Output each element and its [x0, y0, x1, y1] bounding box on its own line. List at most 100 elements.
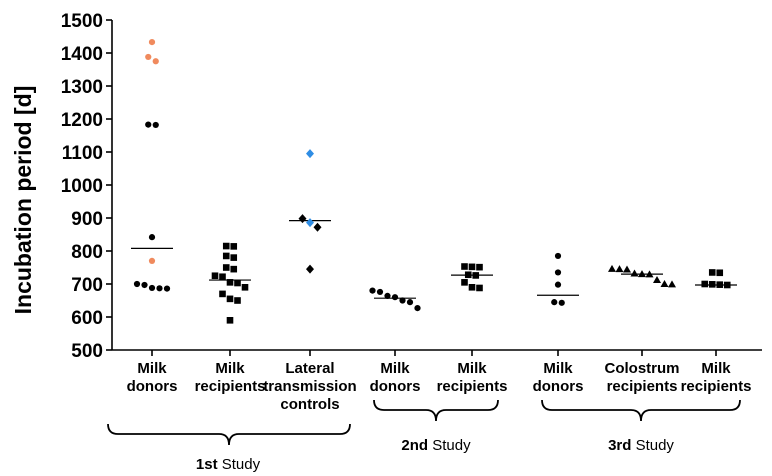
data-point	[226, 295, 234, 303]
data-point	[298, 214, 307, 224]
data-point	[163, 285, 171, 292]
data-point	[554, 269, 562, 276]
y-tick-label: 1100	[62, 143, 103, 164]
data-point	[468, 263, 476, 271]
category-label-line: transmission	[263, 378, 356, 395]
data-point	[306, 264, 314, 274]
data-points	[133, 39, 731, 324]
data-point	[468, 284, 476, 291]
category-label-line: Milk	[137, 360, 167, 377]
category-label: Milk recipients	[681, 360, 752, 395]
data-point	[551, 299, 558, 306]
data-point	[615, 265, 624, 273]
data-point	[461, 279, 468, 286]
category-label-line: Milk	[543, 360, 573, 377]
category-label-line: Milk	[215, 360, 245, 377]
data-point	[653, 276, 661, 284]
data-point	[306, 149, 314, 159]
data-point	[638, 270, 646, 278]
data-point	[701, 280, 709, 288]
y-axis: 500 600 700 800 900 1000 1100 1200 1300 1400 1500	[61, 11, 113, 362]
data-point	[145, 53, 152, 61]
category-label-line: Milk	[701, 360, 731, 377]
data-point	[133, 280, 141, 288]
data-point	[148, 284, 156, 292]
category-label-line: Milk	[457, 360, 487, 377]
y-tick-label: 1000	[61, 176, 103, 197]
category-label-line: donors	[533, 378, 584, 395]
category-label-line: recipients	[681, 378, 752, 395]
study-label: 1st Study	[196, 456, 261, 473]
data-point	[226, 317, 234, 324]
data-point	[558, 299, 565, 306]
data-point	[384, 292, 391, 299]
x-axis	[112, 349, 762, 356]
data-point	[723, 281, 731, 289]
category-label: Colostrum recipients	[605, 360, 680, 395]
y-tick-label: 1200	[61, 110, 103, 131]
data-point	[148, 234, 156, 241]
data-point	[461, 263, 468, 270]
data-point	[222, 252, 230, 260]
category-label-line: donors	[370, 378, 421, 395]
y-tick-label: 900	[71, 209, 103, 230]
study-label-ordinal: 1st	[196, 456, 222, 473]
category-label: Milk donors	[533, 360, 584, 395]
category-label-line: Lateral	[285, 360, 334, 377]
category-label-line: recipients	[607, 378, 678, 395]
data-point	[141, 281, 148, 289]
study-label-ordinal: 2nd	[401, 437, 432, 454]
data-point	[472, 272, 480, 279]
data-point	[222, 242, 230, 250]
data-point	[376, 288, 384, 296]
data-point	[464, 271, 472, 279]
data-point	[708, 281, 716, 288]
study-label-word: Study	[636, 437, 675, 454]
category-label-line: Colostrum	[605, 360, 680, 377]
category-label: Milk recipients	[195, 360, 266, 395]
data-point	[645, 270, 654, 278]
category-label: Lateral transmission controls	[263, 360, 356, 413]
data-point	[226, 279, 234, 286]
data-point	[668, 280, 676, 288]
study-brace	[373, 399, 499, 422]
y-tick-label: 1500	[61, 11, 103, 32]
data-point	[219, 290, 226, 298]
y-tick-label: 1300	[61, 77, 103, 98]
study-label-word: Study	[222, 456, 261, 473]
data-point	[241, 284, 249, 291]
data-point	[406, 299, 414, 306]
data-point	[145, 121, 152, 128]
category-label: Milk donors	[370, 360, 421, 395]
data-point	[234, 297, 241, 304]
data-point	[230, 254, 238, 261]
category-label-line: donors	[127, 378, 178, 395]
data-point	[608, 264, 616, 272]
data-point	[152, 58, 159, 65]
category-label: Milk donors	[127, 360, 178, 395]
data-point	[708, 269, 716, 276]
y-tick-label: 700	[71, 275, 103, 296]
data-point	[391, 294, 399, 301]
category-label-line: recipients	[195, 378, 266, 395]
data-point	[554, 281, 562, 288]
study-brace	[541, 399, 741, 422]
study-label: 3rd Study	[608, 437, 674, 454]
data-point	[630, 269, 639, 277]
data-point	[148, 257, 156, 264]
data-point	[152, 121, 159, 129]
study-brace	[107, 423, 351, 446]
study-label-ordinal: 3rd	[608, 437, 636, 454]
category-label-line: recipients	[437, 378, 508, 395]
data-point	[313, 222, 322, 232]
data-point	[623, 265, 631, 273]
study-label: 2nd Study	[401, 437, 471, 454]
category-label-line: Milk	[380, 360, 410, 377]
data-point	[716, 281, 724, 288]
data-point	[660, 280, 669, 287]
data-point	[414, 304, 421, 312]
study-label-word: Study	[432, 437, 471, 454]
median-lines	[131, 220, 737, 299]
